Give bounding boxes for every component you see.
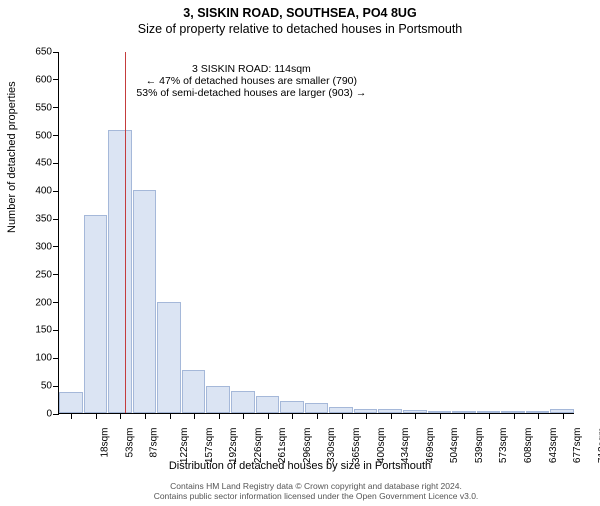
x-tick	[464, 413, 465, 419]
x-tick	[415, 413, 416, 419]
chart-sub-title: Size of property relative to detached ho…	[0, 22, 600, 36]
y-tick	[53, 79, 59, 80]
x-tick-label: 504sqm	[449, 428, 460, 464]
footer-line-2: Contains public sector information licen…	[58, 491, 574, 502]
x-tick	[219, 413, 220, 419]
x-tick-label: 53sqm	[124, 428, 135, 458]
y-tick-label: 150	[28, 325, 52, 336]
x-tick-label: 330sqm	[327, 428, 338, 464]
x-tick	[440, 413, 441, 419]
y-tick	[53, 163, 59, 164]
y-tick-label: 100	[28, 353, 52, 364]
x-tick-label: 157sqm	[204, 428, 215, 464]
x-tick-label: 296sqm	[302, 428, 313, 464]
y-tick-label: 500	[28, 130, 52, 141]
x-tick-label: 400sqm	[376, 428, 387, 464]
y-axis-label: Number of detached properties	[6, 81, 18, 233]
x-tick	[268, 413, 269, 419]
histogram-bar	[59, 392, 83, 413]
histogram-bar	[305, 403, 329, 413]
histogram-bar	[84, 215, 108, 413]
x-tick	[366, 413, 367, 419]
x-tick-label: 18sqm	[100, 428, 111, 458]
y-tick-label: 650	[28, 47, 52, 58]
y-tick-label: 600	[28, 74, 52, 85]
x-tick-label: 573sqm	[499, 428, 510, 464]
x-tick-label: 469sqm	[425, 428, 436, 464]
x-tick	[514, 413, 515, 419]
y-tick-label: 300	[28, 241, 52, 252]
histogram-bar	[231, 391, 255, 413]
y-tick	[53, 52, 59, 53]
reference-line	[125, 52, 126, 413]
x-tick-label: 608sqm	[523, 428, 534, 464]
x-tick-label: 539sqm	[474, 428, 485, 464]
histogram-bar	[133, 190, 157, 413]
y-tick	[53, 302, 59, 303]
x-tick	[194, 413, 195, 419]
histogram-bar	[108, 130, 132, 413]
x-tick-label: 365sqm	[351, 428, 362, 464]
histogram-bar	[157, 302, 181, 413]
x-tick-label: 87sqm	[149, 428, 160, 458]
x-tick-label: 677sqm	[572, 428, 583, 464]
histogram-bar	[280, 401, 304, 413]
histogram-bar	[182, 370, 206, 413]
y-tick	[53, 386, 59, 387]
x-tick	[489, 413, 490, 419]
plot-region: 0501001502002503003504004505005506006501…	[58, 52, 574, 414]
y-tick	[53, 135, 59, 136]
y-tick	[53, 107, 59, 108]
annotation-line: 53% of semi-detached houses are larger (…	[136, 87, 366, 99]
x-tick	[170, 413, 171, 419]
histogram-bar	[206, 386, 230, 413]
x-tick	[563, 413, 564, 419]
chart-annotation: 3 SISKIN ROAD: 114sqm← 47% of detached h…	[136, 63, 366, 99]
x-tick-label: 226sqm	[253, 428, 264, 464]
y-tick-label: 550	[28, 102, 52, 113]
annotation-line: ← 47% of detached houses are smaller (79…	[136, 75, 366, 87]
x-tick-label: 122sqm	[179, 428, 190, 464]
x-tick-label: 434sqm	[400, 428, 411, 464]
x-tick	[317, 413, 318, 419]
y-tick-label: 350	[28, 214, 52, 225]
y-tick-label: 0	[28, 409, 52, 420]
y-tick	[53, 274, 59, 275]
x-tick	[120, 413, 121, 419]
chart-super-title: 3, SISKIN ROAD, SOUTHSEA, PO4 8UG	[0, 6, 600, 20]
y-tick	[53, 414, 59, 415]
y-tick	[53, 191, 59, 192]
x-tick-label: 261sqm	[277, 428, 288, 464]
y-tick	[53, 330, 59, 331]
license-footer: Contains HM Land Registry data © Crown c…	[58, 481, 574, 502]
y-tick	[53, 358, 59, 359]
y-tick-label: 50	[28, 381, 52, 392]
x-tick-label: 192sqm	[228, 428, 239, 464]
y-tick	[53, 219, 59, 220]
x-tick	[391, 413, 392, 419]
y-tick-label: 200	[28, 297, 52, 308]
x-tick	[292, 413, 293, 419]
x-axis-label: Distribution of detached houses by size …	[0, 460, 600, 472]
x-tick	[145, 413, 146, 419]
y-tick-label: 400	[28, 186, 52, 197]
x-tick	[71, 413, 72, 419]
x-tick-label: 643sqm	[548, 428, 559, 464]
y-tick	[53, 246, 59, 247]
x-tick	[342, 413, 343, 419]
histogram-bar	[256, 396, 280, 413]
y-tick-label: 250	[28, 269, 52, 280]
annotation-line: 3 SISKIN ROAD: 114sqm	[136, 63, 366, 75]
x-tick	[243, 413, 244, 419]
x-tick	[96, 413, 97, 419]
chart-area: 0501001502002503003504004505005506006501…	[58, 52, 574, 414]
y-tick-label: 450	[28, 158, 52, 169]
x-tick	[538, 413, 539, 419]
footer-line-1: Contains HM Land Registry data © Crown c…	[58, 481, 574, 492]
